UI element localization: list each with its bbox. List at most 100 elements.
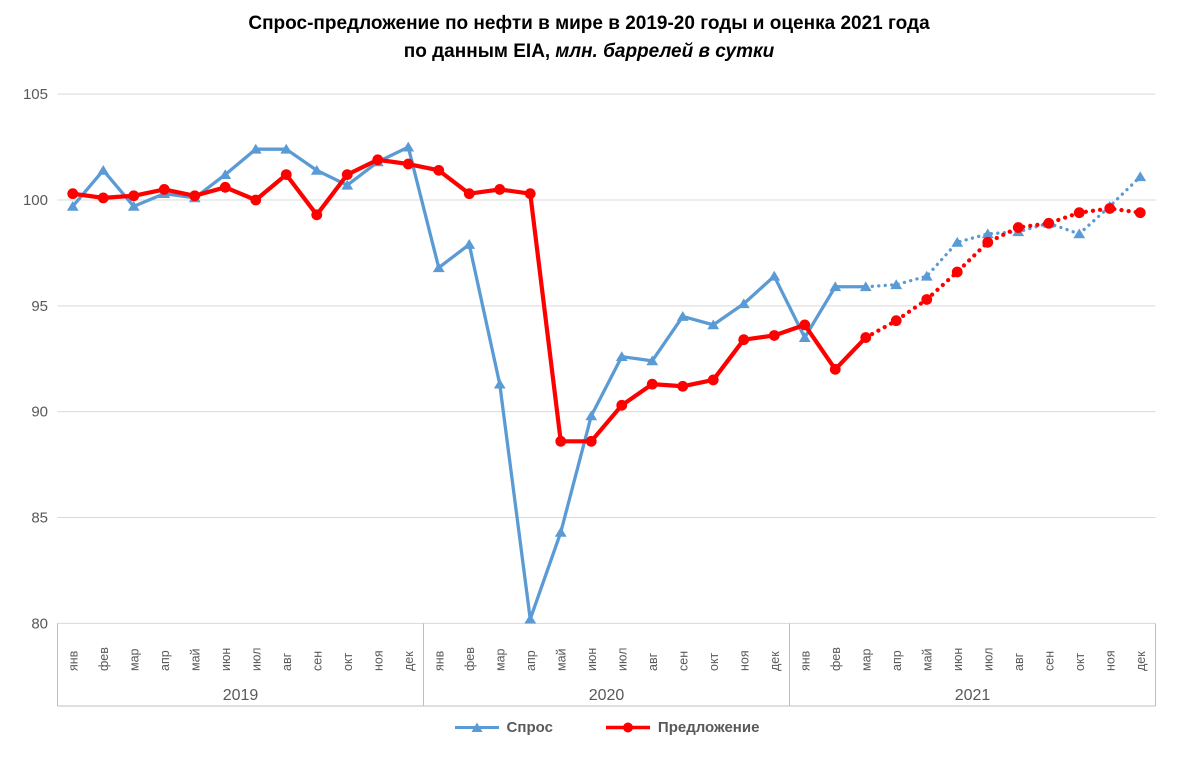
demand-marker [615,351,628,362]
demand-marker [341,179,354,190]
supply-marker [951,266,963,278]
legend-label-demand: Спрос [506,719,553,736]
month-tick-label: сен [676,651,690,671]
supply-legend-marker-icon [605,722,650,733]
supply-marker [555,435,567,447]
chart-subtitle-prefix: по данным EIA, [403,41,551,62]
month-tick-label: июн [951,648,965,671]
supply-marker [67,188,79,200]
demand-marker [829,281,842,292]
month-tick-label: апр [524,650,538,671]
month-tick-label: ноя [737,650,751,671]
demand-series [66,141,1147,624]
supply-forecast-line [863,206,1143,340]
demand-marker [859,281,872,292]
supply-marker [158,184,170,195]
supply-marker [97,192,109,204]
legend-item-demand: Спрос [454,719,553,736]
supply-marker [1104,203,1116,214]
month-tick-label: май [188,648,202,671]
demand-marker [127,200,140,211]
supply-marker [768,330,780,341]
demand-marker [280,143,293,154]
y-tick-label: 105 [23,86,48,103]
supply-marker [1134,207,1146,219]
demand-marker [66,200,79,211]
chart-title-block: Спрос-предложение по нефти в мире в 2019… [0,10,1178,66]
supply-marker [1043,217,1055,229]
gridlines [57,93,1156,624]
month-tick-label: янв [432,650,446,671]
month-tick-label: авг [280,652,294,671]
supply-marker [677,380,689,392]
demand-marker [920,270,933,281]
month-tick-label: янв [66,650,80,671]
month-tick-label: сен [310,651,324,671]
supply-marker [982,236,994,248]
supply-marker [524,188,536,200]
demand-marker [402,141,415,152]
supply-marker [189,190,201,202]
month-labels: янв фев мар апр май июн июл авг сен окт ноя дек янв ф… [66,647,1148,671]
month-tick-label: сен [1042,651,1056,671]
supply-marker [372,154,384,166]
year-labels: 2019 2020 2021 [223,687,991,704]
demand-marker [951,236,964,247]
demand-marker [524,613,537,624]
y-axis-labels: 105 100 95 90 85 80 [23,86,48,632]
demand-marker [798,332,811,342]
demand-line [71,145,866,621]
month-tick-label: дек [1134,651,1148,671]
month-tick-label: дек [768,651,782,671]
year-label: 2019 [223,687,259,704]
supply-marker [280,169,292,180]
month-tick-label: июл [615,648,629,671]
supply-marker [341,169,353,180]
demand-marker [1073,228,1086,239]
demand-marker [1134,171,1147,182]
demand-marker [554,526,567,537]
demand-marker [981,228,994,239]
supply-marker [494,184,506,195]
month-tick-label: окт [707,652,721,671]
month-tick-label: июл [981,648,995,671]
month-tick-label: июн [219,648,233,671]
supply-marker [707,374,719,386]
month-tick-label: окт [341,652,355,671]
demand-marker [219,169,232,179]
month-tick-label: апр [890,650,904,671]
chart-subtitle-units: млн. баррелей в сутки [555,41,775,62]
y-tick-label: 100 [23,192,48,209]
demand-legend-marker-icon [454,722,499,732]
x-axis-frame [57,623,1156,707]
month-tick-label: авг [646,652,660,671]
supply-marker [128,190,140,202]
supply-marker [616,399,628,411]
demand-marker [737,298,750,309]
demand-marker [707,319,720,330]
supply-marker [738,334,750,346]
supply-marker [921,294,933,305]
month-tick-label: янв [798,650,812,671]
demand-marker [585,410,598,421]
demand-marker [493,378,506,389]
month-tick-label: мар [127,648,141,671]
year-label: 2021 [955,687,991,704]
legend-label-supply: Предложение [657,719,760,736]
legend: Спрос Предложение [57,719,1156,736]
demand-forecast-line [864,175,1142,289]
month-tick-label: фев [463,647,477,671]
supply-marker [402,158,414,170]
demand-marker [676,311,689,321]
month-tick-label: май [554,648,568,671]
supply-marker [646,378,658,390]
demand-marker [97,164,110,175]
supply-marker [799,319,811,331]
y-tick-label: 95 [31,298,48,315]
month-tick-label: апр [158,650,172,671]
chart-title: Спрос-предложение по нефти в мире в 2019… [248,13,930,34]
month-tick-label: июл [249,648,263,671]
month-tick-label: авг [1012,652,1026,671]
month-tick-label: май [920,648,934,671]
